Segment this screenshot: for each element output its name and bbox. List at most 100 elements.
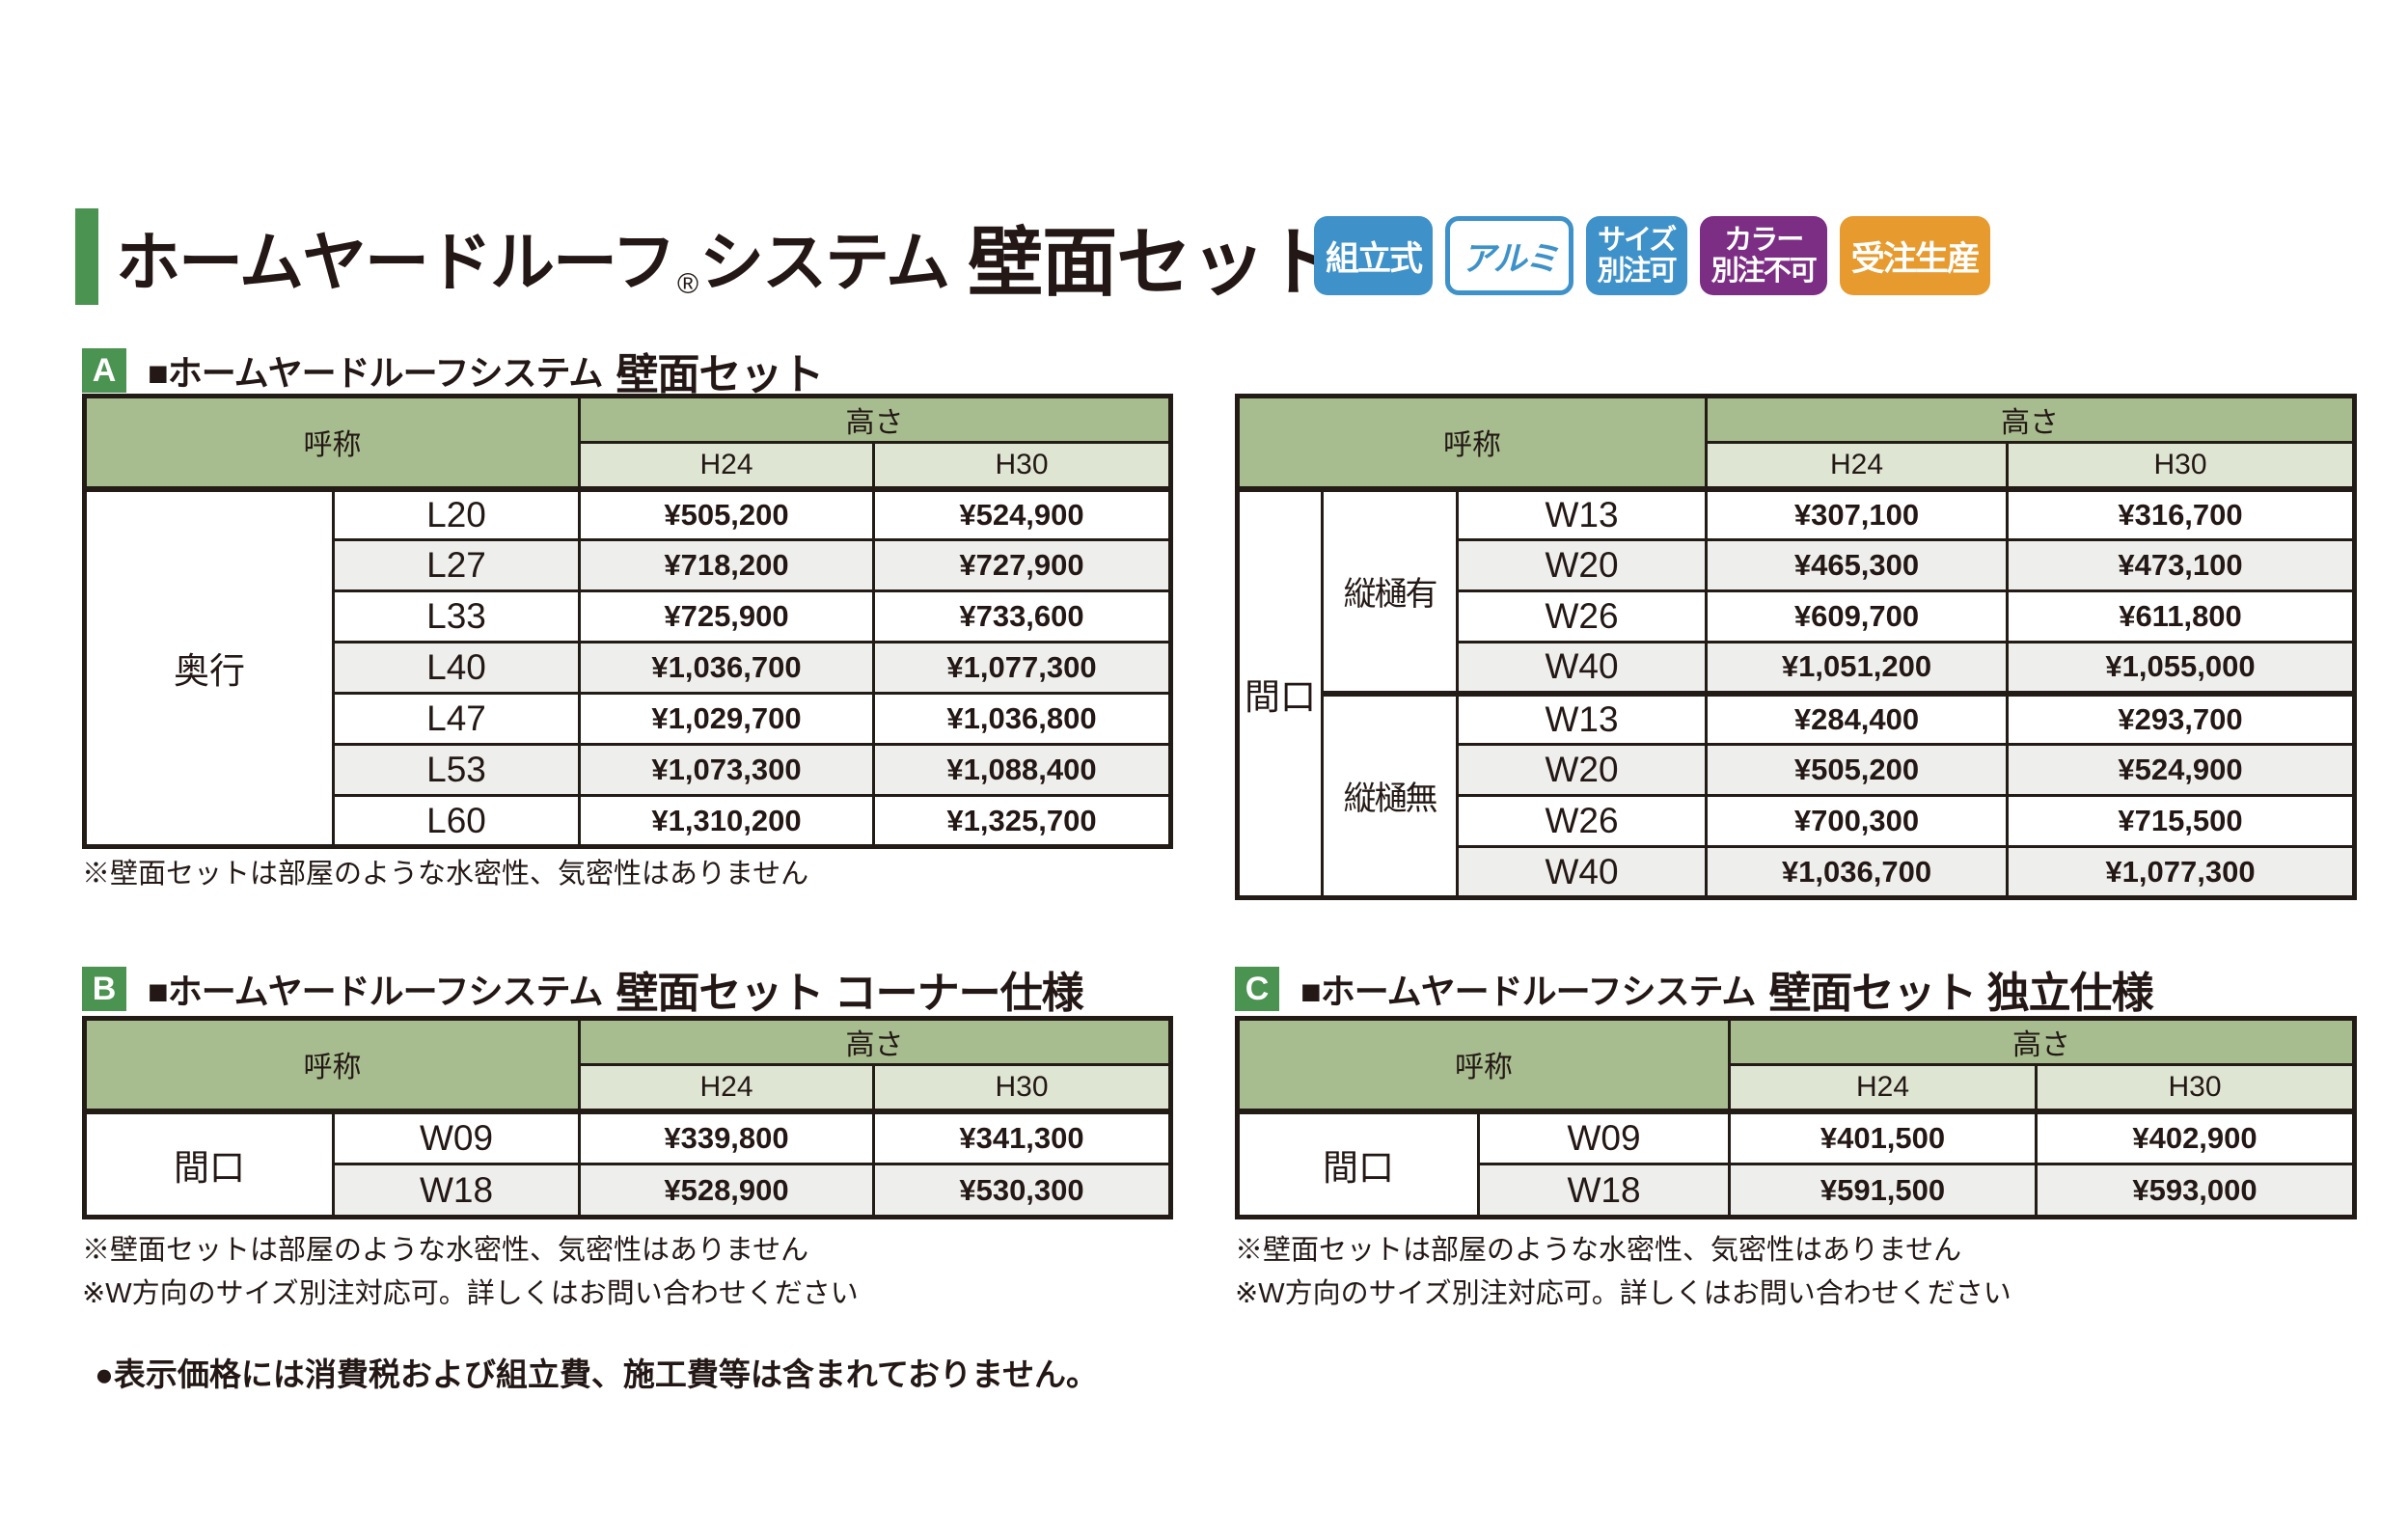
col-header-name: 呼称	[1236, 1017, 1731, 1112]
badge-label: 組立式	[1326, 239, 1423, 278]
badge-size-custom-ok: サイズ 別注可	[1585, 216, 1687, 295]
price-cell: ¥465,300	[1705, 538, 2009, 592]
col-header-h30: H30	[872, 1063, 1172, 1112]
price-disclaimer: ●表示価格には消費税および組立費、施工費等は含まれておりません。	[95, 1356, 1098, 1392]
col-header-name: 呼称	[83, 395, 581, 490]
price-table-b-corner: 呼称 高さ H24 H30 間口 W09 ¥339,800 ¥341,300 W…	[82, 1016, 1173, 1219]
section-a-heading: A ■ホームヤードルーフシステム 壁面セット	[82, 340, 824, 401]
size-cell: W26	[1456, 794, 1708, 848]
price-cell: ¥718,200	[578, 538, 875, 592]
col-header-height: 高さ	[1728, 1017, 2356, 1066]
price-cell: ¥505,200	[578, 485, 875, 541]
section-c-heading: C ■ホームヤードルーフシステム 壁面セット 独立仕様	[1235, 958, 2154, 1020]
col-header-h24: H24	[1705, 441, 2009, 490]
row-group-width: 間口	[1236, 1108, 1480, 1219]
price-cell: ¥611,800	[2006, 589, 2356, 644]
price-cell: ¥473,100	[2006, 538, 2356, 592]
col-header-name: 呼称	[1236, 395, 1708, 490]
price-cell: ¥524,900	[2006, 743, 2356, 797]
price-cell: ¥1,088,400	[872, 743, 1172, 797]
price-cell: ¥293,700	[2006, 690, 2356, 746]
size-cell: W13	[1456, 485, 1708, 541]
note-section-b: ※壁面セットは部屋のような水密性、気密性はありません ※W方向のサイズ別注対応可…	[82, 1229, 859, 1316]
page-title-block: ホームヤードルーフ ® システム 壁面セット	[75, 203, 1340, 311]
price-cell: ¥1,029,700	[578, 692, 875, 746]
size-cell: L20	[332, 485, 581, 541]
note-line: ※W方向のサイズ別注対応可。詳しくはお問い合わせください	[1235, 1277, 2011, 1309]
section-a-marker: A	[82, 348, 126, 393]
section-b-heading: B ■ホームヤードルーフシステム 壁面セット コーナー仕様	[82, 958, 1084, 1020]
row-group-width: 間口	[83, 1108, 335, 1219]
price-cell: ¥1,036,700	[578, 641, 875, 695]
badge-assembly-type: 組立式	[1314, 216, 1434, 295]
size-cell: W20	[1456, 538, 1708, 592]
col-header-h30: H30	[2035, 1063, 2356, 1112]
col-header-height: 高さ	[578, 1017, 1172, 1066]
price-cell: ¥733,600	[872, 589, 1172, 644]
price-cell: ¥715,500	[2006, 794, 2356, 848]
price-cell: ¥339,800	[578, 1108, 875, 1165]
size-cell: L53	[332, 743, 581, 797]
section-c-marker: C	[1235, 967, 1279, 1011]
badge-label: 別注不可	[1710, 256, 1818, 287]
section-c-heading-prefix: ■ホームヤードルーフシステム	[1300, 972, 1756, 1011]
price-cell: ¥307,100	[1705, 485, 2009, 541]
size-cell: W18	[1477, 1163, 1731, 1219]
note-line: ※壁面セットは部屋のような水密性、気密性はありません	[82, 859, 809, 890]
row-group-width: 間口	[1236, 485, 1324, 899]
feature-badges: 組立式 アルミ サイズ 別注可 カラー 別注不可 受注生産	[1314, 216, 1990, 295]
col-header-h24: H24	[578, 1063, 875, 1112]
badge-label: アルミ	[1462, 239, 1559, 278]
price-cell: ¥524,900	[872, 485, 1172, 541]
size-cell: L40	[332, 641, 581, 695]
price-cell: ¥1,036,700	[1705, 845, 2009, 899]
note-section-c: ※壁面セットは部屋のような水密性、気密性はありません ※W方向のサイズ別注対応可…	[1235, 1229, 2011, 1316]
badge-label: サイズ	[1598, 224, 1677, 256]
badge-label: 別注可	[1597, 256, 1678, 287]
section-b-heading-prefix: ■ホームヤードルーフシステム	[148, 972, 603, 1011]
price-cell: ¥401,500	[1728, 1108, 2038, 1165]
price-table-a-depth: 呼称 高さ H24 H30 奥行 L20 ¥505,200 ¥524,900 L…	[82, 394, 1173, 849]
size-cell: L33	[332, 589, 581, 644]
col-header-h30: H30	[2006, 441, 2356, 490]
col-header-height: 高さ	[1705, 395, 2356, 444]
size-cell: L27	[332, 538, 581, 592]
price-cell: ¥530,300	[872, 1163, 1172, 1219]
title-system: システム	[699, 226, 950, 299]
row-subgroup-with-downspout: 縦樋有	[1321, 485, 1459, 695]
badge-made-to-order: 受注生産	[1839, 216, 1990, 295]
row-subgroup-without-downspout: 縦樋無	[1321, 690, 1459, 899]
price-cell: ¥727,900	[872, 538, 1172, 592]
price-cell: ¥1,325,700	[872, 794, 1172, 848]
price-cell: ¥1,073,300	[578, 743, 875, 797]
size-cell: L47	[332, 692, 581, 746]
price-cell: ¥528,900	[578, 1163, 875, 1219]
price-cell: ¥1,055,000	[2006, 641, 2356, 695]
size-cell: W09	[1477, 1108, 1731, 1165]
section-c-heading-title: 壁面セット 独立仕様	[1768, 970, 2153, 1017]
title-product: 壁面セット	[968, 220, 1340, 305]
size-cell: W40	[1456, 845, 1708, 899]
note-line: ※壁面セットは部屋のような水密性、気密性はありません	[1235, 1235, 1962, 1266]
price-cell: ¥402,900	[2035, 1108, 2356, 1165]
size-cell: W18	[332, 1163, 581, 1219]
row-group-depth: 奥行	[83, 485, 335, 848]
price-cell: ¥505,200	[1705, 743, 2009, 797]
col-header-h30: H30	[872, 441, 1172, 490]
size-cell: L60	[332, 794, 581, 848]
price-cell: ¥593,000	[2035, 1163, 2356, 1219]
price-cell: ¥284,400	[1705, 690, 2009, 746]
note-section-a: ※壁面セットは部屋のような水密性、気密性はありません	[82, 853, 808, 896]
note-line: ※壁面セットは部屋のような水密性、気密性はありません	[82, 1235, 809, 1266]
section-b-marker: B	[82, 967, 126, 1011]
size-cell: W40	[1456, 641, 1708, 695]
badge-color-custom-no: カラー 別注不可	[1699, 216, 1827, 295]
badge-aluminum: アルミ	[1445, 216, 1573, 295]
col-header-name: 呼称	[83, 1017, 581, 1112]
badge-label: 受注生産	[1850, 239, 1981, 278]
price-cell: ¥609,700	[1705, 589, 2009, 644]
price-cell: ¥1,077,300	[2006, 845, 2356, 899]
section-a-heading-prefix: ■ホームヤードルーフシステム	[148, 353, 603, 393]
page-title: ホームヤードルーフ ® システム 壁面セット	[116, 203, 1340, 311]
